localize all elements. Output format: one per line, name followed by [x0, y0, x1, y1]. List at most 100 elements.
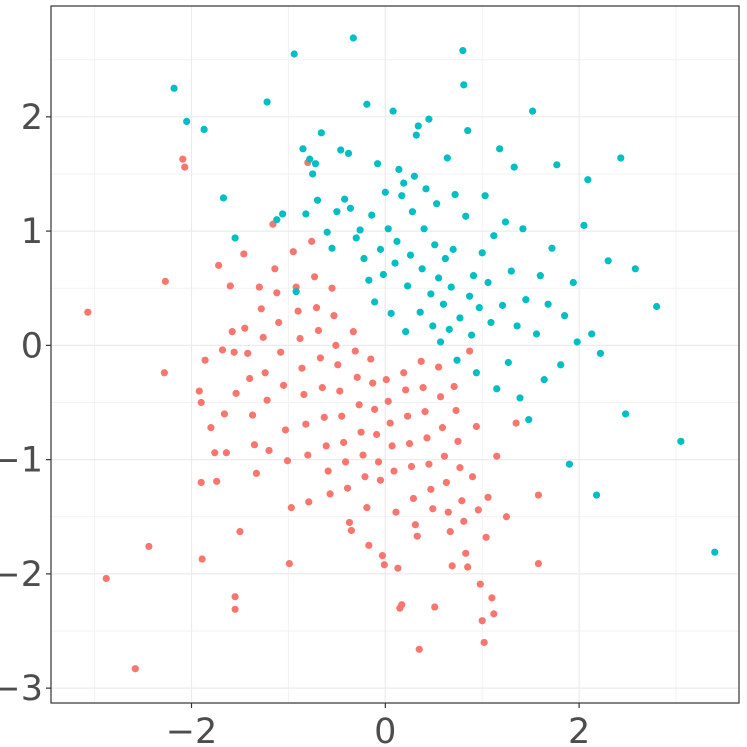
- major-grid: [51, 6, 739, 703]
- data-point-series-2: [462, 212, 470, 220]
- x-tick-label: 0: [374, 712, 396, 747]
- data-point-series-2: [398, 192, 406, 200]
- data-point-series-1: [259, 333, 267, 341]
- data-point-series-1: [431, 603, 439, 611]
- y-tick-label: 0: [21, 326, 43, 366]
- data-point-series-2: [469, 272, 478, 280]
- data-point-series-1: [388, 442, 396, 450]
- y-axis: −3 −2 −1 0 1 2: [0, 98, 51, 709]
- data-point-series-1: [336, 387, 344, 395]
- data-point-series-1: [332, 341, 340, 349]
- data-point-series-1: [316, 354, 324, 362]
- data-point-series-2: [516, 394, 524, 402]
- data-point-series-2: [333, 208, 341, 216]
- data-point-series-2: [439, 300, 448, 308]
- data-point-series-1: [448, 562, 456, 570]
- data-point-series-1: [213, 477, 221, 485]
- data-point-series-2: [513, 322, 521, 330]
- data-point-series-2: [425, 115, 433, 123]
- data-point-series-1: [322, 442, 330, 450]
- data-point-series-2: [435, 274, 443, 282]
- data-point-series-1: [460, 517, 468, 525]
- data-point-series-1: [281, 426, 290, 434]
- data-point-series-2: [560, 312, 569, 320]
- data-point-series-1: [349, 328, 357, 336]
- data-point-series-1: [263, 396, 271, 404]
- data-point-series-1: [369, 379, 377, 387]
- data-point-series-2: [529, 107, 537, 115]
- x-tick-label: 2: [568, 712, 590, 747]
- data-point-series-2: [183, 117, 191, 126]
- data-point-series-2: [393, 237, 401, 245]
- data-point-series-2: [313, 196, 322, 204]
- data-point-series-1: [376, 476, 385, 484]
- data-point-series-1: [211, 449, 219, 457]
- data-point-series-2: [617, 154, 625, 162]
- data-point-series-1: [308, 237, 316, 245]
- data-point-series-1: [343, 484, 352, 492]
- data-point-series-1: [468, 473, 477, 481]
- data-point-series-1: [361, 473, 369, 481]
- data-point-series-2: [487, 318, 495, 327]
- data-point-series-1: [367, 355, 375, 363]
- data-point-series-2: [170, 84, 178, 92]
- data-point-series-1: [456, 464, 464, 472]
- data-point-series-2: [433, 200, 441, 208]
- data-point-series-1: [326, 490, 334, 498]
- data-point-series-2: [445, 325, 453, 333]
- data-point-series-2: [536, 272, 544, 280]
- data-point-series-2: [403, 282, 412, 290]
- data-point-series-2: [414, 122, 422, 130]
- data-point-series-1: [534, 491, 543, 499]
- y-tick-label: −2: [0, 555, 43, 595]
- data-point-series-2: [352, 234, 360, 242]
- data-point-series-1: [255, 283, 263, 291]
- data-point-series-1: [294, 307, 302, 315]
- data-point-series-1: [195, 387, 203, 395]
- data-point-series-2: [490, 232, 498, 240]
- data-point-series-2: [278, 210, 287, 218]
- data-point-series-1: [273, 289, 281, 297]
- data-point-series-1: [384, 397, 392, 405]
- data-point-series-1: [265, 446, 273, 455]
- data-point-series-2: [418, 265, 426, 273]
- data-point-series-2: [400, 179, 408, 187]
- data-point-series-1: [482, 533, 490, 541]
- data-point-series-1: [476, 580, 484, 588]
- data-point-series-2: [412, 131, 420, 139]
- data-point-series-2: [317, 129, 325, 137]
- data-point-series-1: [425, 460, 433, 468]
- data-point-series-1: [324, 467, 332, 475]
- y-tick-label: 1: [21, 212, 43, 252]
- y-tick-label: −3: [0, 669, 43, 709]
- data-point-series-1: [179, 155, 187, 163]
- data-point-series-1: [310, 273, 319, 281]
- y-tick-label: 2: [21, 98, 43, 138]
- data-point-series-1: [232, 389, 240, 397]
- data-point-series-2: [677, 437, 685, 445]
- data-point-series-1: [438, 424, 447, 432]
- data-point-series-2: [540, 376, 548, 384]
- data-point-series-1: [250, 441, 259, 449]
- data-point-series-2: [408, 208, 417, 216]
- data-point-series-1: [215, 261, 223, 269]
- data-point-series-2: [200, 125, 208, 134]
- data-point-series-2: [596, 349, 605, 357]
- data-point-series-2: [532, 330, 541, 338]
- data-point-series-2: [219, 194, 228, 202]
- data-point-series-1: [275, 318, 283, 327]
- data-point-series-2: [360, 254, 368, 263]
- data-point-series-1: [220, 410, 229, 418]
- data-point-series-1: [442, 478, 450, 487]
- data-point-series-1: [241, 324, 249, 332]
- data-point-series-2: [422, 185, 430, 193]
- data-point-series-1: [131, 665, 139, 673]
- data-point-series-2: [501, 218, 510, 226]
- x-axis: −2 0 2: [166, 703, 590, 747]
- data-point-series-2: [273, 216, 281, 224]
- data-point-series-1: [145, 542, 153, 551]
- data-point-series-2: [493, 385, 501, 393]
- data-point-series-1: [340, 438, 348, 447]
- data-point-series-1: [300, 390, 308, 399]
- data-point-series-1: [257, 305, 265, 313]
